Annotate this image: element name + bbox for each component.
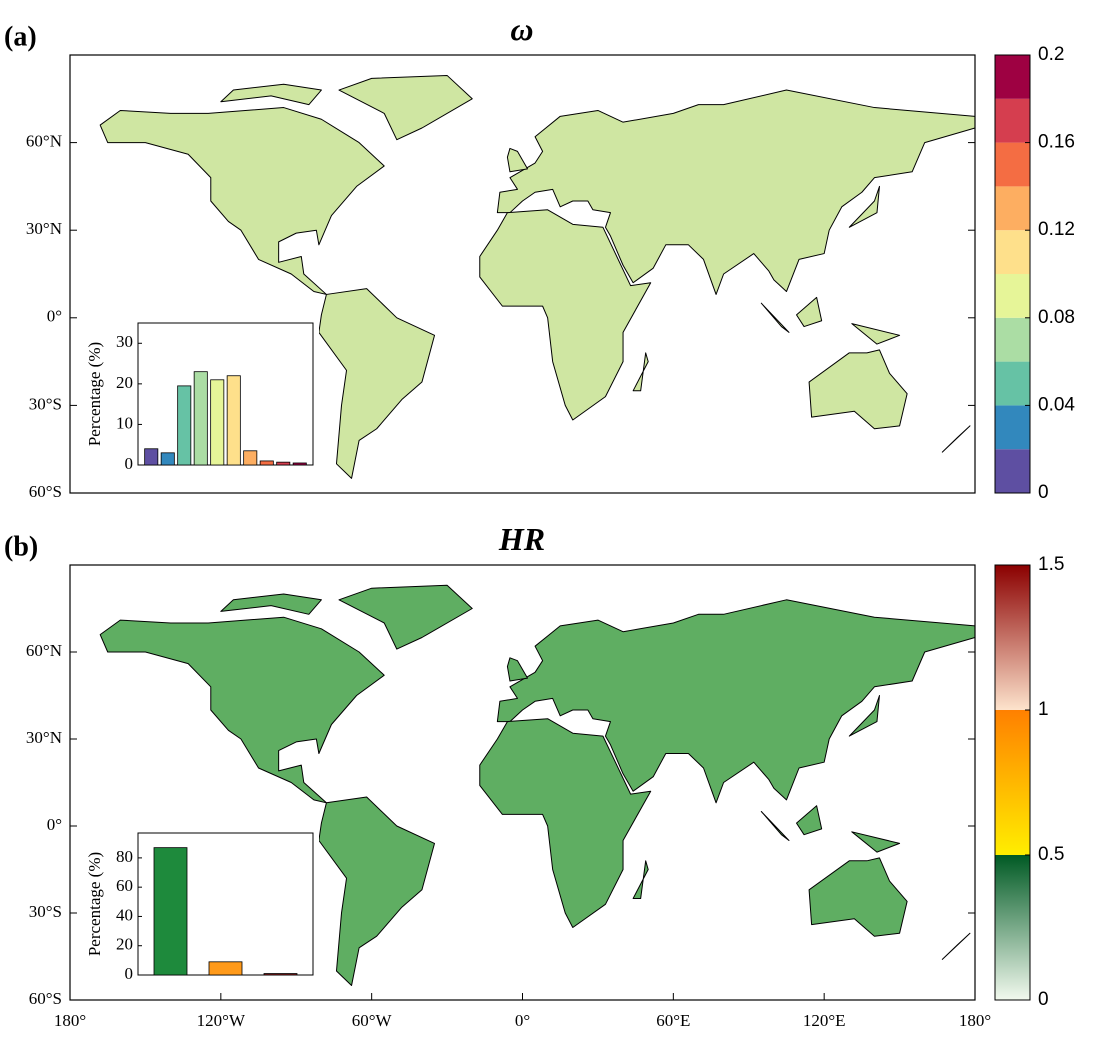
inset-bar bbox=[210, 379, 225, 466]
colorbar-tick-label: 0.12 bbox=[1038, 219, 1075, 240]
inset-bar bbox=[193, 371, 208, 466]
inset-y-tick-label: 80 bbox=[116, 847, 133, 866]
colorbar-tick-label: 0.16 bbox=[1038, 132, 1075, 153]
colorbar-tick-label: 0 bbox=[1038, 482, 1049, 503]
y-tick-label: 30°N bbox=[26, 728, 62, 747]
colorbar-swatch bbox=[995, 98, 1030, 143]
inset-bar bbox=[160, 452, 175, 466]
inset-y-tick-label: 10 bbox=[116, 413, 133, 432]
x-tick-label: 180° bbox=[959, 1011, 991, 1030]
inset-bar bbox=[292, 462, 307, 466]
inset-y-tick-label: 30 bbox=[116, 332, 133, 351]
inset-bar bbox=[263, 973, 298, 976]
y-tick-label: 30°S bbox=[29, 902, 62, 921]
inset-y-tick-label: 40 bbox=[116, 905, 133, 924]
inset-y-tick-label: 20 bbox=[116, 935, 133, 954]
inset-bar bbox=[153, 847, 188, 976]
colorbar-swatch bbox=[995, 186, 1030, 231]
y-tick-label: 30°N bbox=[26, 219, 62, 238]
inset-bar bbox=[144, 448, 159, 466]
y-tick-label: 30°S bbox=[29, 394, 62, 413]
inset-frame bbox=[137, 322, 314, 466]
x-tick-label: 0° bbox=[515, 1011, 530, 1030]
colorbar-tick-label: 0.5 bbox=[1038, 844, 1064, 865]
inset-y-tick-label: 60 bbox=[116, 876, 133, 895]
colorbar-swatch bbox=[995, 55, 1030, 99]
inset-bar bbox=[208, 961, 243, 976]
inset-y-label: Percentage (%) bbox=[85, 342, 104, 446]
colorbar-tick-label: 1 bbox=[1038, 699, 1049, 720]
title-main: ω bbox=[510, 11, 533, 47]
colorbar-segment bbox=[995, 855, 1030, 1000]
colorbar-swatch bbox=[995, 405, 1030, 450]
colorbar-segment bbox=[995, 710, 1030, 855]
colorbar-frame bbox=[994, 564, 1031, 1001]
inset-bar bbox=[243, 450, 258, 466]
x-tick-label: 60°W bbox=[352, 1011, 393, 1030]
colorbar-tick-label: 0 bbox=[1038, 989, 1049, 1010]
inset-bar bbox=[276, 461, 291, 466]
colorbar-swatch bbox=[995, 274, 1030, 318]
x-tick-label: 180° bbox=[54, 1011, 86, 1030]
y-tick-label: 60°S bbox=[29, 482, 62, 501]
map-border bbox=[69, 54, 976, 494]
title-main: HR bbox=[498, 521, 545, 557]
inset-bar bbox=[259, 460, 274, 466]
colorbar-tick-label: 1.5 bbox=[1038, 554, 1064, 575]
x-tick-label: 120°W bbox=[197, 1011, 246, 1030]
inset-y-tick-label: 20 bbox=[116, 373, 133, 392]
colorbar-swatch bbox=[995, 230, 1030, 274]
panel-label: (b) bbox=[4, 531, 38, 562]
inset-y-tick-label: 0 bbox=[125, 964, 134, 983]
colorbar-tick-label: 0.2 bbox=[1038, 44, 1064, 65]
inset-bar bbox=[177, 385, 192, 466]
colorbar-swatch bbox=[995, 142, 1030, 187]
colorbar-frame bbox=[994, 54, 1031, 494]
colorbar-swatch bbox=[995, 449, 1030, 493]
y-tick-label: 0° bbox=[47, 307, 62, 326]
inset-y-label: Percentage (%) bbox=[85, 852, 104, 956]
inset-bar bbox=[226, 375, 241, 466]
panel-title: ω bbox=[510, 11, 533, 47]
y-tick-label: 60°S bbox=[29, 989, 62, 1008]
colorbar-swatch bbox=[995, 317, 1030, 362]
colorbar-tick-label: 0.08 bbox=[1038, 307, 1075, 328]
x-tick-label: 120°E bbox=[803, 1011, 846, 1030]
y-tick-label: 60°N bbox=[26, 641, 62, 660]
panel-label: (a) bbox=[4, 21, 37, 52]
inset-y-tick-label: 0 bbox=[125, 454, 134, 473]
y-tick-label: 60°N bbox=[26, 132, 62, 151]
colorbar-tick-label: 0.04 bbox=[1038, 394, 1075, 415]
colorbar-segment bbox=[995, 565, 1030, 710]
x-tick-label: 60°E bbox=[656, 1011, 690, 1030]
y-tick-label: 0° bbox=[47, 815, 62, 834]
colorbar-swatch bbox=[995, 361, 1030, 406]
panel-title: HR bbox=[498, 521, 545, 557]
